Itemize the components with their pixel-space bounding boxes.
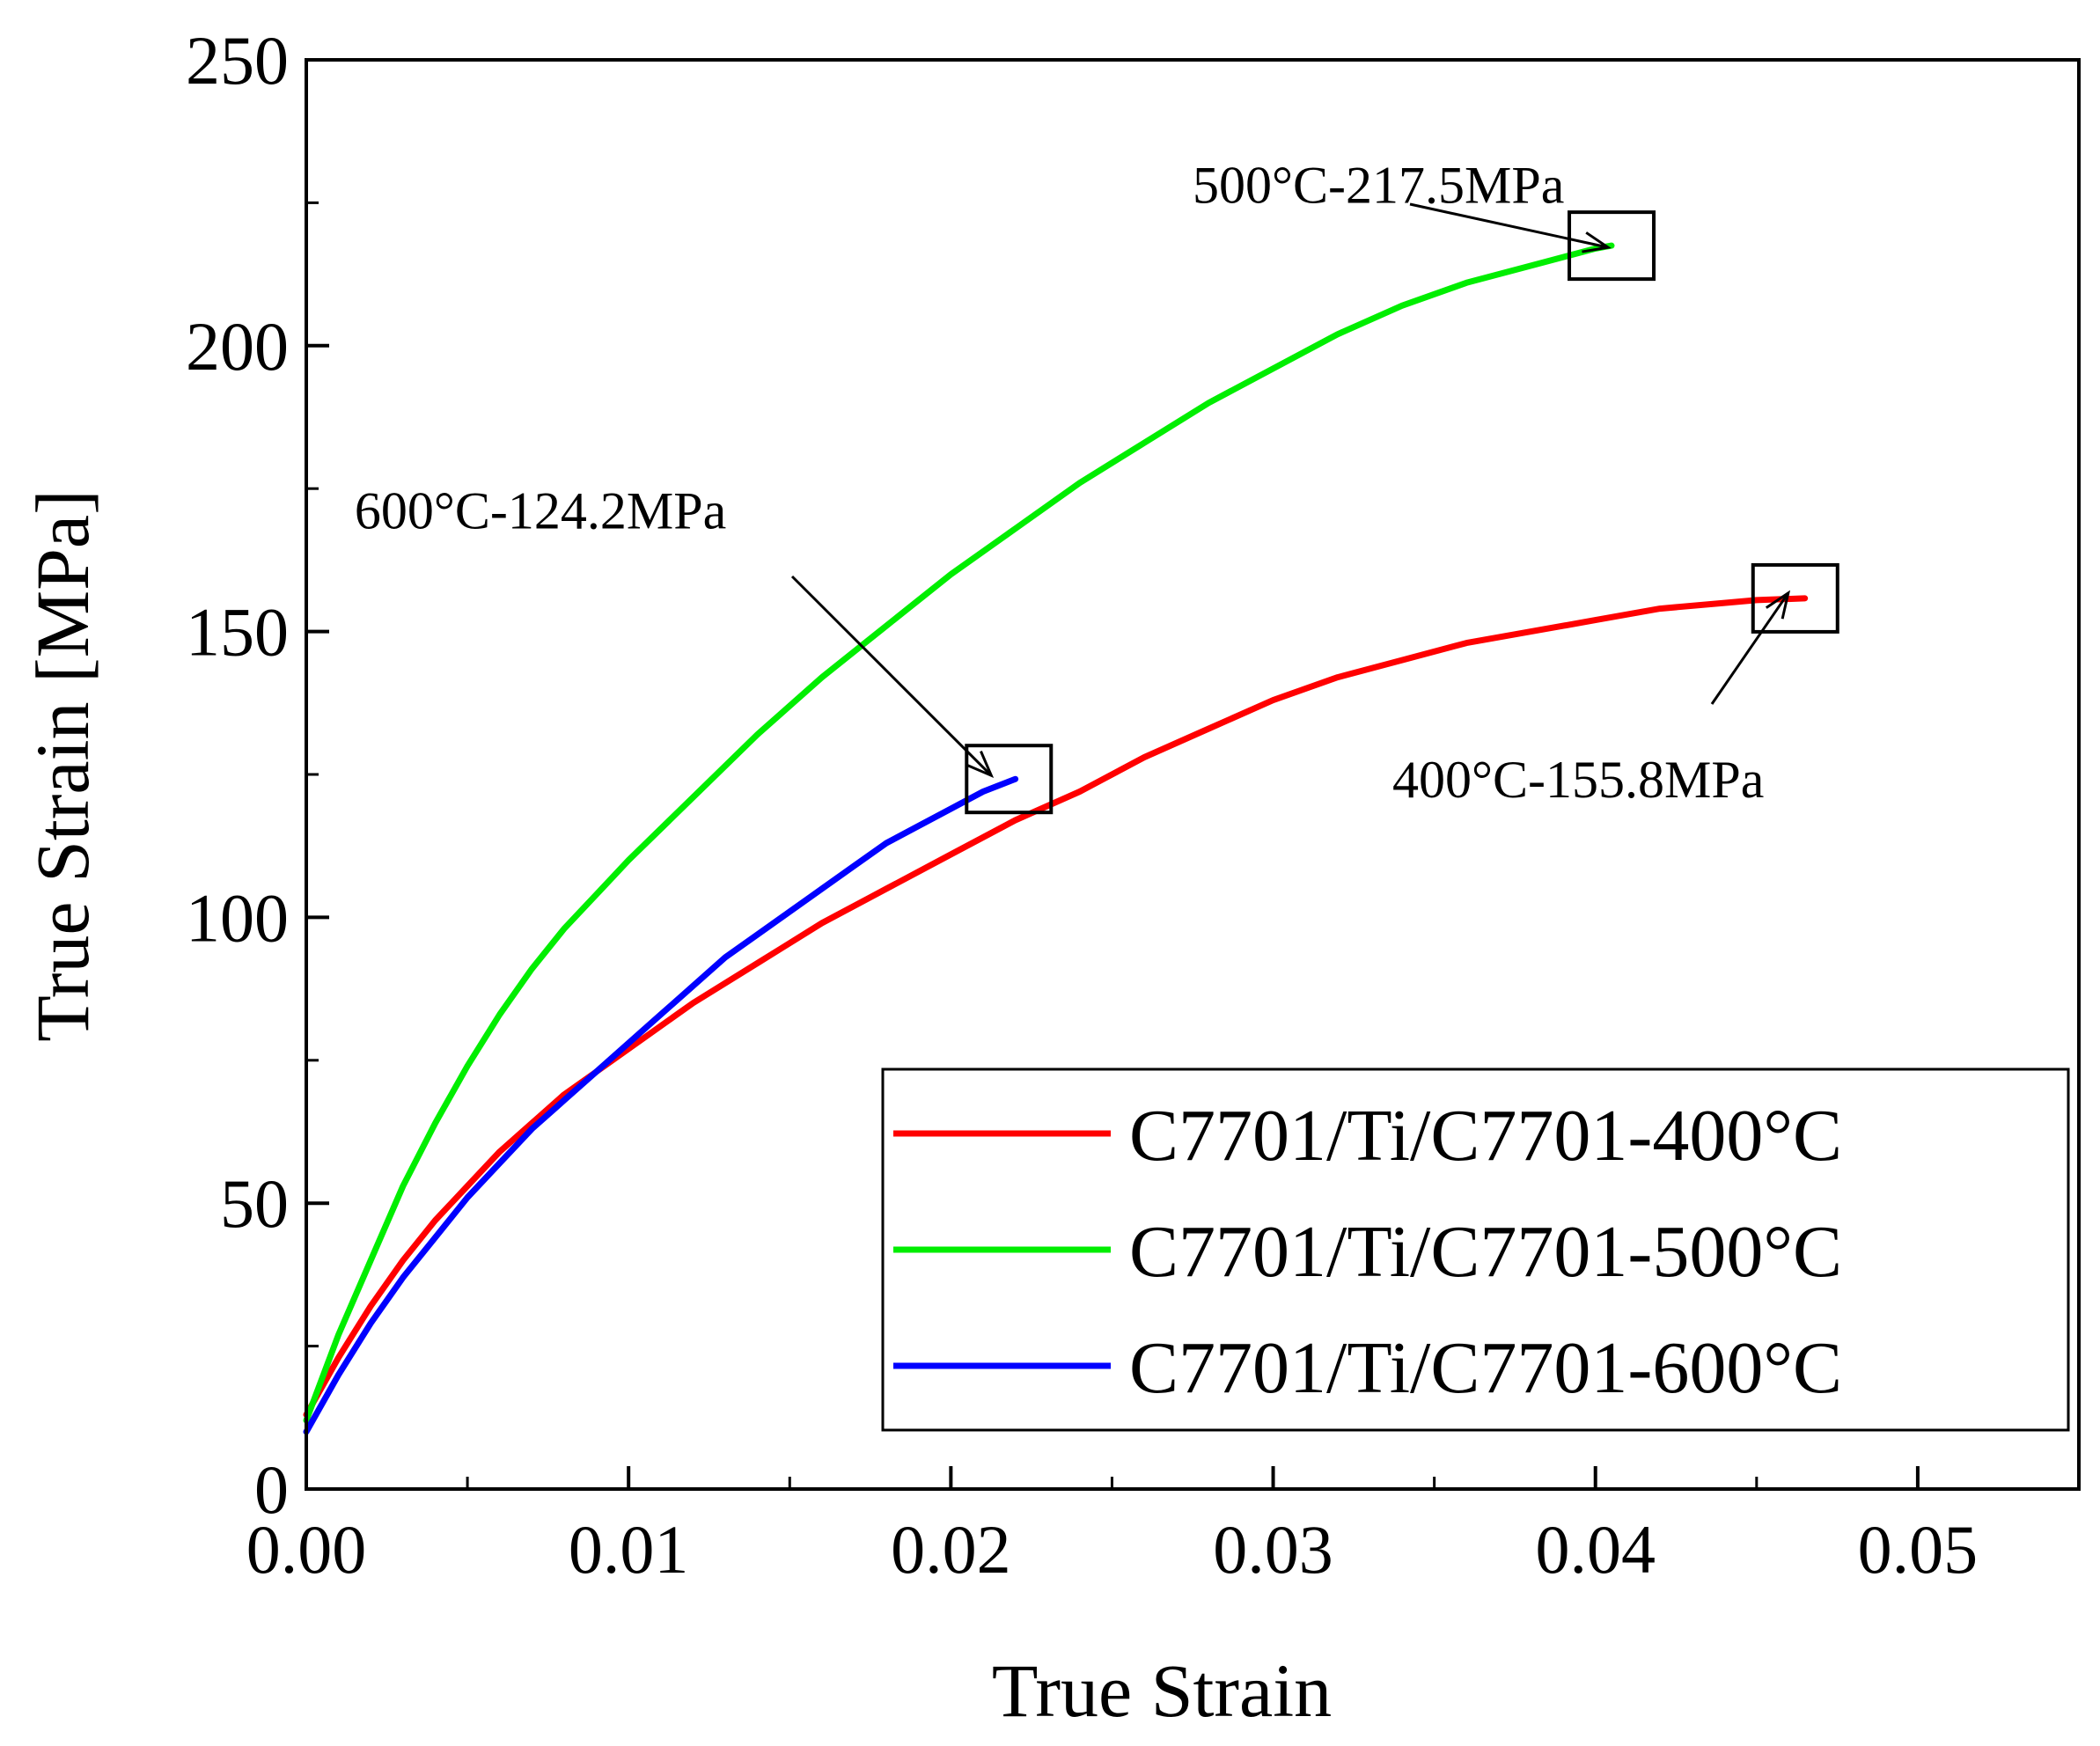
annotation-label: 500°C-217.5MPa — [1193, 156, 1564, 214]
series-line-0 — [303, 595, 1809, 1419]
annotation-label: 600°C-124.2MPa — [355, 482, 726, 540]
x-axis-title: True Strain — [992, 1648, 1332, 1733]
annotation-arrow-line — [1409, 202, 1609, 249]
y-axis-title: True Strain [MPa] — [20, 489, 105, 1042]
annotation-arrow-head — [966, 751, 995, 779]
legend-label: C7701/Ti/C7701-400°C — [1129, 1095, 1842, 1177]
annotation-box — [1751, 562, 1839, 634]
y-tick-label: 200 — [186, 308, 289, 385]
series-layer — [303, 242, 1809, 1435]
y-tick-label: 0 — [254, 1451, 289, 1528]
series-line-1 — [303, 242, 1615, 1424]
x-tick-label: 0.01 — [569, 1511, 689, 1588]
annotation-arrow-head — [1765, 590, 1791, 620]
series-line-2 — [303, 775, 1019, 1435]
annotation-box — [965, 744, 1054, 815]
annotation-box — [1568, 210, 1656, 282]
y-tick-label: 250 — [186, 22, 289, 99]
annotation-arrow-head — [1582, 231, 1612, 253]
y-tick-label: 50 — [220, 1165, 289, 1242]
legend-label: C7701/Ti/C7701-500°C — [1129, 1211, 1842, 1293]
annotation-arrow-line — [790, 575, 993, 777]
x-tick-label: 0.03 — [1213, 1511, 1333, 1588]
y-tick-label: 100 — [186, 879, 289, 956]
legend-label: C7701/Ti/C7701-600°C — [1129, 1327, 1842, 1409]
x-tick-label: 0.00 — [246, 1511, 367, 1588]
x-tick-label: 0.05 — [1858, 1511, 1979, 1588]
legend: C7701/Ti/C7701-400°C C7701/Ti/C7701-500°… — [881, 1067, 2070, 1432]
tick-layer — [305, 58, 1920, 1491]
annotation-label: 400°C-155.8MPa — [1392, 751, 1764, 809]
y-tick-label: 150 — [186, 594, 289, 671]
x-tick-label: 0.04 — [1535, 1511, 1656, 1588]
annotation-arrow-line — [1710, 592, 1789, 705]
annotation-layer — [790, 202, 1839, 815]
x-tick-label: 0.02 — [891, 1511, 1011, 1588]
